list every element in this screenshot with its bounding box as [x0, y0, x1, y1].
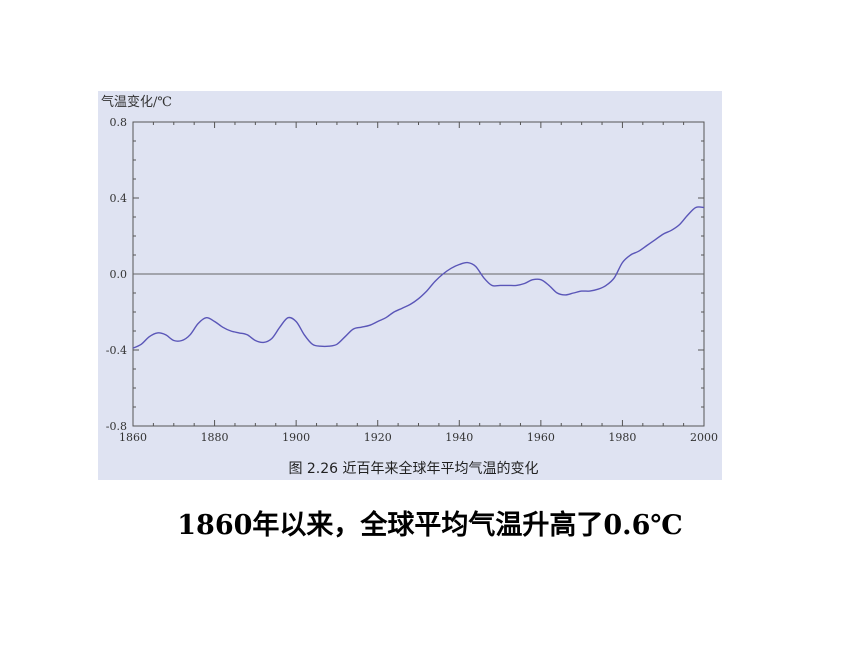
y-tick-label: -0.8	[106, 420, 127, 433]
x-tick-label: 1880	[201, 431, 229, 444]
x-tick-label: 1900	[282, 431, 310, 444]
x-tick-label: 1960	[527, 431, 555, 444]
x-tick-label: 1940	[445, 431, 473, 444]
chart-title: 图 2.26 近百年来全球年平均气温的变化	[288, 460, 538, 477]
y-axis-label: 气温变化/℃	[101, 94, 172, 110]
temperature-series-line	[132, 206, 705, 349]
x-tick-label: 1920	[364, 431, 392, 444]
y-tick-label: 0.4	[110, 192, 128, 205]
y-tick-label: 0.8	[110, 116, 128, 129]
x-tick-label: 1860	[119, 431, 147, 444]
y-tick-label: -0.4	[106, 344, 127, 357]
x-tick-label: 1980	[608, 431, 636, 444]
x-tick-label: 2000	[690, 431, 718, 444]
footnote-caption: 1860年以来，全球平均气温升高了0.6℃	[177, 510, 683, 541]
chart-figure: 0.8 0.4 0.0 -0.4 -0.8 1860 1880 1900 1920 1940 196…	[98, 91, 722, 480]
y-tick-label: 0.0	[110, 268, 128, 281]
